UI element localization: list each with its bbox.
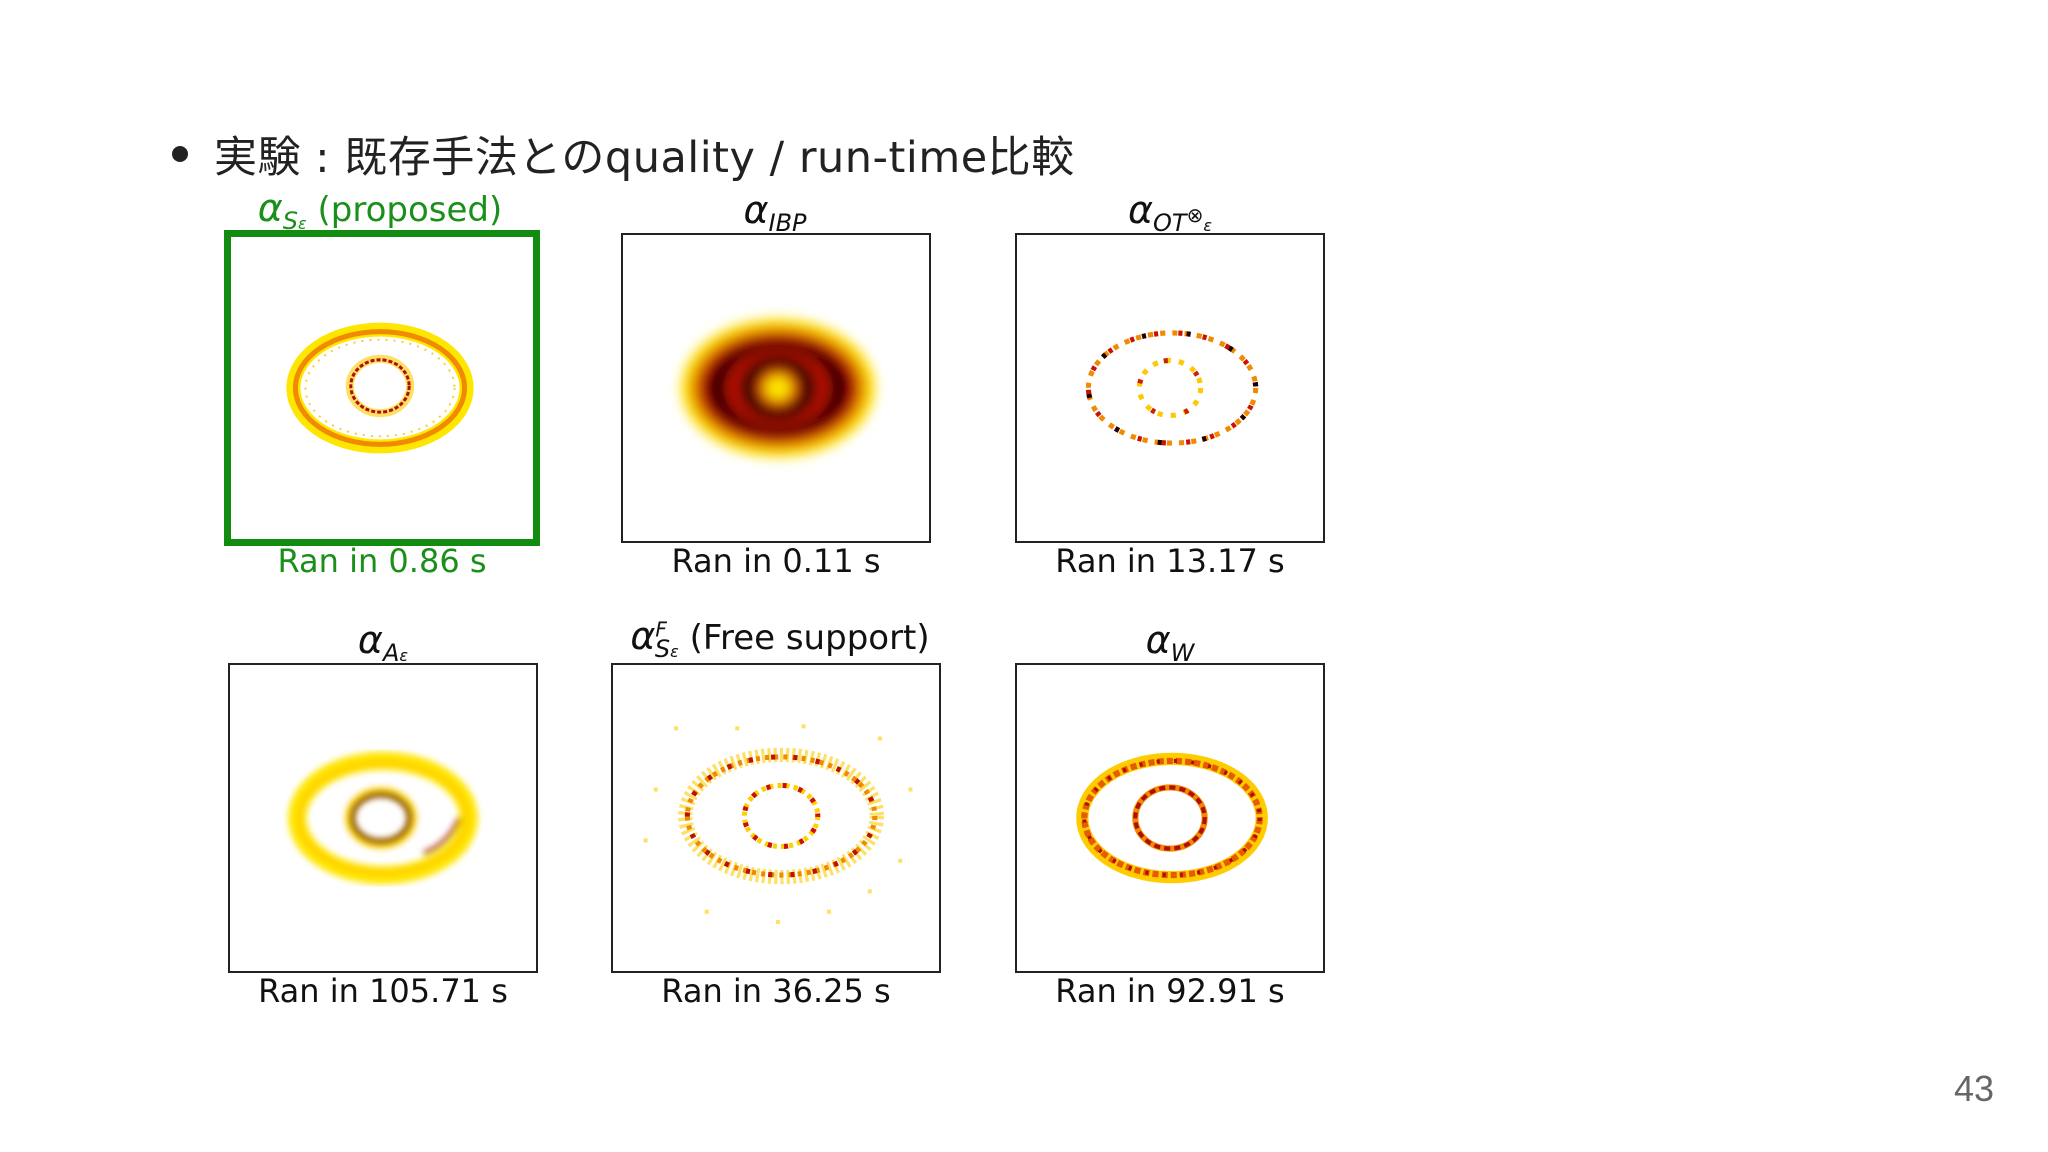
panel-title-w: αW — [1145, 618, 1195, 667]
panel-title-ot: αOT⊗ε — [1127, 188, 1213, 237]
plot-w — [1015, 663, 1325, 973]
plot-ot — [1015, 233, 1325, 543]
panel-title-free-support: αFSε (Free support) — [630, 614, 930, 663]
bullet-row: 実験 : 既存手法とのquality / run-time比較 — [172, 124, 1075, 184]
plot-a — [228, 663, 538, 973]
plot-proposed — [224, 230, 540, 546]
caption-proposed: Ran in 0.86 s — [277, 542, 487, 580]
caption-w: Ran in 92.91 s — [1055, 972, 1285, 1010]
bullet-text: 実験 : 既存手法とのquality / run-time比較 — [214, 133, 1075, 183]
panel-title-a: αAε — [357, 618, 409, 667]
plot-ibp — [621, 233, 931, 543]
caption-free-support: Ran in 36.25 s — [661, 972, 891, 1010]
plot-free-support — [611, 663, 941, 973]
caption-a: Ran in 105.71 s — [258, 972, 508, 1010]
page-number: 43 — [1953, 1068, 1994, 1109]
caption-ot: Ran in 13.17 s — [1055, 542, 1285, 580]
bullet-dot-icon — [172, 146, 188, 162]
panel-title-ibp: αIBP — [743, 188, 807, 237]
caption-ibp: Ran in 0.11 s — [671, 542, 881, 580]
panel-title-proposed: αSε (proposed) — [257, 186, 503, 235]
